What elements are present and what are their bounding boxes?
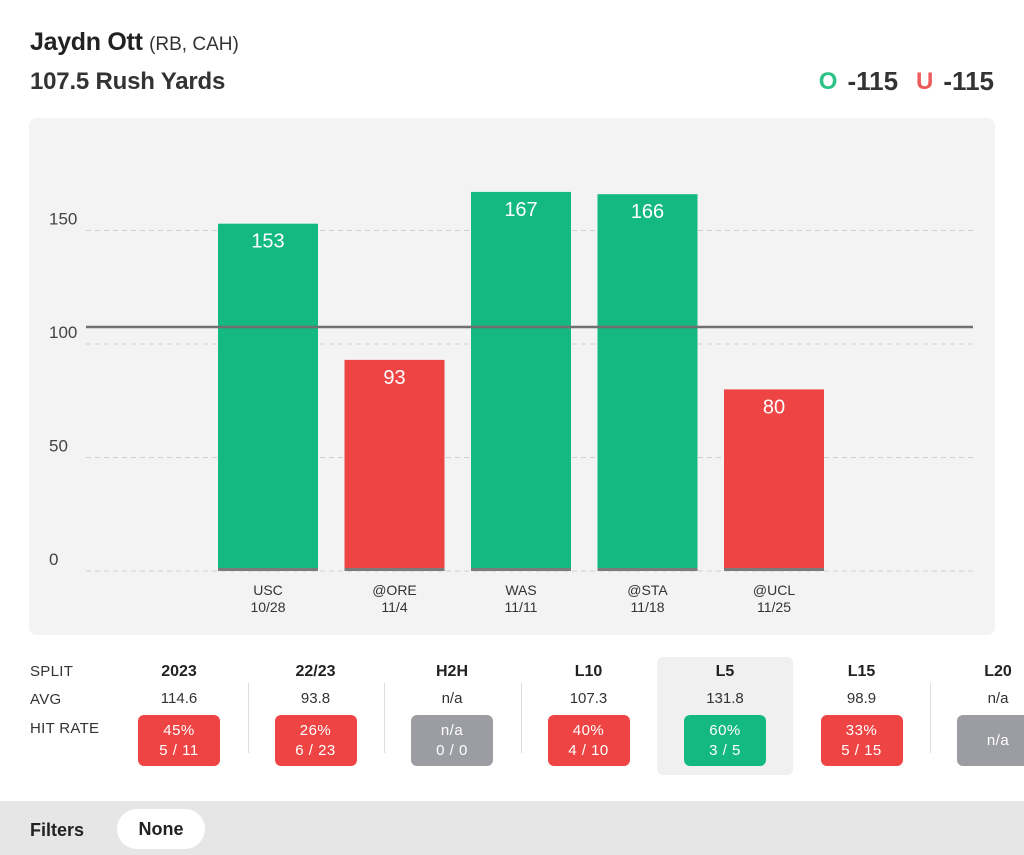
x-tick-date: 11/25 (757, 599, 791, 615)
hit-rate-badge: 60% 3 / 5 (684, 715, 766, 766)
hit-rate-percent: 60% (709, 721, 741, 739)
split-avg: n/a (987, 690, 1009, 707)
split-name: L10 (574, 663, 603, 680)
split-avg: 114.6 (160, 690, 198, 707)
split-name: H2H (435, 663, 468, 680)
split-name: 22/23 (295, 663, 336, 680)
split-column-l10[interactable]: L10 107.3 40% 4 / 10 (521, 657, 657, 775)
chart-svg: 050100150153USC10/2893@ORE11/4167WAS11/1… (49, 191, 973, 615)
split-name: 2023 (161, 663, 197, 680)
column-divider (384, 683, 385, 753)
hit-rate-record: 0 / 0 (436, 741, 468, 759)
bar (471, 191, 571, 571)
player-name: Jaydn Ott (30, 28, 143, 56)
split-name: L5 (715, 663, 735, 680)
column-divider (247, 683, 249, 753)
bar-base (597, 568, 698, 571)
bar (218, 223, 318, 571)
bar-value-label: 166 (631, 201, 664, 223)
split-avg: 93.8 (300, 690, 331, 707)
split-row-label: SPLIT (30, 663, 74, 680)
split-avg: 131.8 (706, 690, 744, 707)
y-tick-label: 100 (49, 323, 77, 342)
hit-rate-badge: 26% 6 / 23 (274, 715, 357, 766)
column-divider (930, 683, 931, 753)
x-tick-date: 11/18 (631, 599, 665, 615)
hit-rate-row-label: HIT RATE (30, 720, 100, 737)
y-tick-label: 50 (49, 437, 68, 456)
bar-value-label: 167 (504, 199, 537, 221)
bar-base (344, 568, 445, 571)
bar-base (218, 568, 318, 571)
hit-rate-badge: 33% 5 / 15 (820, 715, 903, 766)
split-avg: 98.9 (846, 690, 877, 707)
over-odds-value: -115 (847, 66, 899, 96)
hit-rate-percent: n/a (986, 731, 1010, 749)
under-icon: U (916, 67, 934, 95)
split-column-l20[interactable]: L20 n/a n/a (930, 657, 1024, 775)
over-odds-button[interactable]: O -115 (819, 66, 898, 97)
over-icon: O (818, 67, 838, 95)
under-odds-button[interactable]: U -115 (916, 66, 994, 97)
filters-bar: Filters None (0, 801, 1024, 855)
game-log-chart: 0 50 100 150 153 USC 10/28 93 @ORE 11/4 167 WAS 11/1… (29, 118, 995, 635)
hit-rate-record: 6 / 23 (295, 741, 336, 759)
x-tick-label: WAS (505, 582, 536, 598)
hit-rate-record: 3 / 5 (709, 741, 741, 759)
odds-group: O -115 U -115 (819, 66, 994, 97)
x-tick-date: 11/11 (505, 599, 538, 615)
prop-header: Jaydn Ott (RB, CAH) 107.5 Rush Yards O -… (30, 28, 994, 98)
prop-line: 107.5 Rush Yards (30, 68, 226, 95)
split-avg: n/a (441, 690, 463, 707)
hit-rate-record: 5 / 11 (159, 741, 199, 759)
hit-rate-percent: 26% (299, 721, 332, 739)
y-tick-label: 150 (49, 210, 77, 229)
split-avg: 107.3 (569, 690, 608, 707)
hit-rate-badge: 45% 5 / 11 (138, 715, 220, 766)
x-tick-label: @ORE (372, 582, 417, 598)
hit-rate-record: 5 / 15 (841, 741, 882, 759)
x-tick-label: @STA (627, 582, 668, 598)
hit-rate-badge: n/a 0 / 0 (411, 715, 493, 766)
split-column-22-23[interactable]: 22/23 93.8 26% 6 / 23 (248, 657, 384, 775)
bar (597, 194, 698, 571)
bar-value-label: 80 (763, 396, 785, 418)
x-tick-label: @UCL (753, 582, 795, 598)
hit-rate-percent: 45% (163, 721, 195, 739)
x-tick-date: 10/28 (250, 599, 285, 615)
column-divider (520, 683, 522, 753)
split-column-h2h[interactable]: H2H n/a n/a 0 / 0 (384, 657, 520, 775)
x-tick-label: USC (253, 582, 283, 598)
bar-base (724, 568, 824, 571)
player-title: Jaydn Ott (RB, CAH) (30, 28, 994, 57)
player-position-team: (RB, CAH) (149, 34, 239, 55)
hit-rate-percent: n/a (440, 721, 464, 739)
under-odds-value: -115 (943, 66, 994, 96)
hit-rate-badge: n/a (957, 715, 1024, 766)
bar (344, 359, 445, 571)
bar-value-label: 153 (251, 231, 284, 253)
split-column-l5[interactable]: L5 131.8 60% 3 / 5 (657, 657, 793, 775)
bar (724, 389, 824, 571)
split-name: L15 (847, 663, 876, 680)
avg-row-label: AVG (30, 691, 62, 708)
split-column-l15[interactable]: L15 98.9 33% 5 / 15 (794, 657, 930, 775)
hit-rate-record: 4 / 10 (568, 741, 609, 759)
split-name: L20 (984, 663, 1012, 680)
x-tick-date: 11/4 (381, 599, 407, 615)
filters-chip[interactable]: None (117, 809, 205, 849)
filters-label: Filters (30, 820, 85, 840)
bar-base (471, 568, 571, 571)
bar-value-label: 93 (383, 367, 405, 389)
hit-rate-badge: 40% 4 / 10 (547, 715, 630, 766)
splits-table: SPLIT AVG HIT RATE 2023 114.6 45% 5 / 11 22/… (0, 655, 1024, 775)
hit-rate-percent: 33% (845, 721, 878, 739)
y-tick-label: 0 (49, 550, 58, 569)
hit-rate-percent: 40% (572, 721, 605, 739)
split-column-2023[interactable]: 2023 114.6 45% 5 / 11 (111, 657, 247, 775)
